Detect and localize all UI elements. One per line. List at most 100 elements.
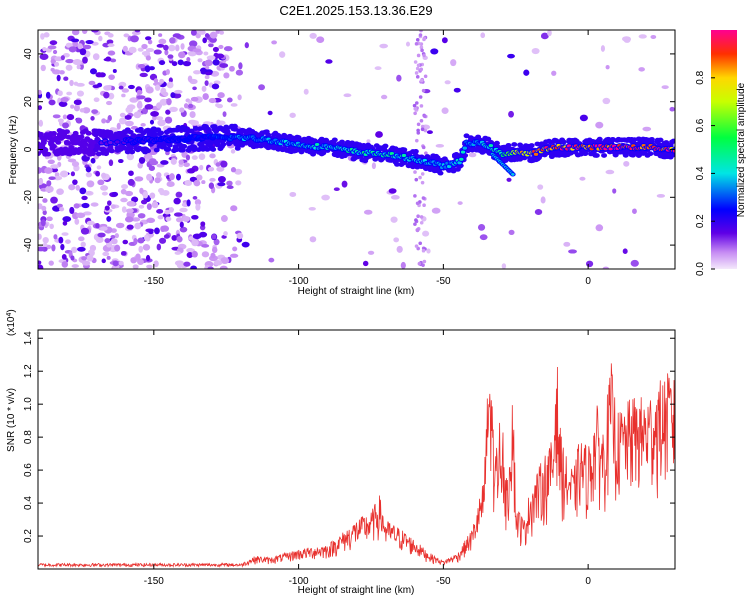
heatmap-cell <box>143 234 149 241</box>
heatmap-cell <box>182 60 192 67</box>
heatmap-cell <box>76 212 86 219</box>
heatmap-cell <box>48 260 54 266</box>
heatmap-cell <box>223 46 233 52</box>
heatmap-cell <box>75 184 81 191</box>
heatmap-cell <box>422 259 427 264</box>
heatmap-cell <box>88 80 96 86</box>
heatmap-cell <box>90 202 99 207</box>
heatmap-cell <box>169 37 176 44</box>
heatmap-cell <box>50 143 57 149</box>
heatmap-cell <box>61 254 67 260</box>
heatmap-cell <box>68 46 77 53</box>
heatmap-cell <box>204 59 213 67</box>
heatmap-cell <box>118 260 124 266</box>
heatmap-cell <box>168 44 176 52</box>
heatmap-cell <box>202 37 208 44</box>
heatmap-cell <box>118 85 124 90</box>
heatmap-cell <box>537 184 544 190</box>
heatmap-cell <box>193 179 201 187</box>
heatmap-cell <box>437 170 444 176</box>
heatmap-cell <box>90 30 99 33</box>
heatmap-cell <box>209 153 216 159</box>
heatmap-cell <box>215 53 225 59</box>
heatmap-cell <box>131 196 139 203</box>
heatmap-cell <box>90 116 95 121</box>
heatmap-cell <box>507 53 515 59</box>
heatmap-cell <box>213 260 223 266</box>
heatmap-cell <box>192 233 202 240</box>
heatmap-cell <box>124 149 131 155</box>
heatmap-cell <box>118 117 127 125</box>
heatmap-cell <box>97 179 105 186</box>
heatmap-cell <box>131 217 141 222</box>
heatmap-cell <box>82 211 92 216</box>
heatmap-cell <box>57 90 63 97</box>
heatmap-cell <box>60 243 65 251</box>
heatmap-cell <box>53 175 63 181</box>
heatmap-cell <box>165 146 172 152</box>
heatmap-cell <box>58 236 64 244</box>
heatmap-cell <box>219 265 228 269</box>
heatmap-cell <box>45 91 51 99</box>
heatmap-cell <box>38 105 43 111</box>
snr-y-label: SNR (10 * v/v) <box>6 388 17 452</box>
heatmap-cell <box>147 39 153 45</box>
heatmap-cell <box>42 198 48 203</box>
heatmap-cell <box>50 167 59 173</box>
snr-scale-exp: 4 <box>6 313 13 317</box>
heatmap-cell <box>112 68 117 74</box>
y-tick-label: 1.4 <box>23 331 34 345</box>
heatmap-cell <box>420 124 425 129</box>
heatmap-cell <box>416 53 421 58</box>
heatmap-cell <box>493 140 500 146</box>
heatmap-cell <box>630 259 639 267</box>
heatmap-cell <box>203 51 209 56</box>
heatmap-cell <box>413 170 417 174</box>
heatmap-cell <box>146 217 156 224</box>
heatmap-cell <box>511 142 518 147</box>
heatmap-cell <box>289 112 296 118</box>
heatmap-cell <box>49 223 54 230</box>
heatmap-cell <box>175 44 180 52</box>
heatmap-cell <box>139 72 148 78</box>
heatmap-cell <box>460 150 466 154</box>
heatmap-cell <box>82 30 88 34</box>
snr-scale-base: (x10 <box>6 316 17 336</box>
heatmap-cell <box>108 92 115 100</box>
heatmap-cell <box>187 181 192 186</box>
heatmap-cell <box>79 63 84 70</box>
heatmap-cell <box>85 166 92 173</box>
x-tick-label: -50 <box>436 576 451 587</box>
heatmap-cell <box>137 213 146 219</box>
heatmap-cell <box>413 60 418 64</box>
heatmap-cell <box>68 184 76 191</box>
heatmap-cell <box>405 41 411 47</box>
heatmap-cell <box>201 243 210 248</box>
heatmap-cell <box>55 140 62 145</box>
heatmap-cell <box>75 117 83 124</box>
heatmap-cell <box>200 221 206 227</box>
heatmap-cell <box>173 197 181 205</box>
heatmap-cell <box>137 64 146 69</box>
heatmap-cell <box>207 266 214 269</box>
heatmap-cell <box>184 128 191 134</box>
heatmap-cell <box>50 196 58 204</box>
heatmap-cell <box>158 33 163 37</box>
heatmap-cell <box>76 90 85 97</box>
heatmap-cell <box>59 170 69 178</box>
heatmap-cell <box>199 164 204 171</box>
heatmap-cell <box>62 114 68 120</box>
heatmap-cell <box>363 209 373 215</box>
heatmap-cell <box>238 62 243 70</box>
heatmap-cell <box>656 194 666 198</box>
heatmap-cell <box>593 153 600 158</box>
heatmap-cell <box>508 229 515 235</box>
heatmap-cell <box>82 44 92 50</box>
heatmap-cell <box>188 103 194 109</box>
y-tick-label: -40 <box>23 237 34 252</box>
heatmap-cell <box>47 45 57 50</box>
heatmap-cell <box>71 264 79 268</box>
y-tick-label: 20 <box>23 96 34 108</box>
heatmap-cell <box>171 61 178 67</box>
heatmap-cell <box>612 188 617 194</box>
